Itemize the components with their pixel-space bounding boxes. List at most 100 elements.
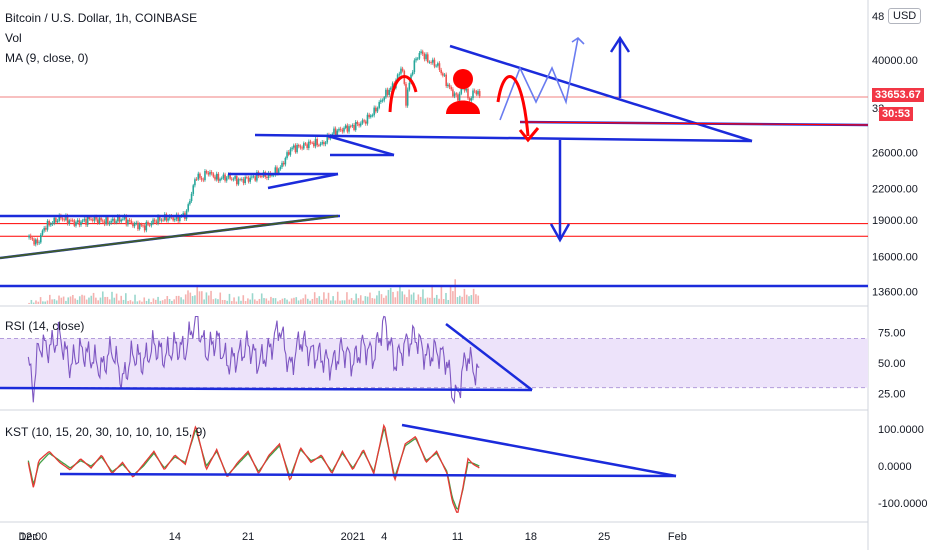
candle-body	[344, 125, 347, 128]
candle-body	[375, 107, 377, 112]
candle-body	[426, 54, 429, 63]
volume-bar	[470, 295, 473, 304]
candle-body	[274, 167, 277, 175]
candle-body	[147, 221, 149, 225]
volume-bar	[145, 300, 148, 304]
volume-indicator-label[interactable]: Vol	[5, 31, 22, 45]
candle-body	[354, 122, 357, 130]
candle-body	[122, 218, 124, 220]
candle-body	[339, 128, 342, 130]
volume-bar	[378, 290, 380, 304]
candle-body	[120, 219, 123, 222]
volume-bar	[39, 297, 42, 304]
volume-bar	[168, 299, 171, 304]
candle-body	[460, 88, 463, 94]
candle-body	[150, 222, 153, 226]
candle-body	[125, 215, 128, 225]
candle-body	[70, 220, 72, 222]
candle-body	[447, 84, 449, 87]
candle-body	[138, 224, 141, 230]
candle-body	[472, 90, 474, 99]
ascending-trendline	[0, 215, 339, 259]
candle-body	[76, 220, 79, 223]
price-tick-label: 26000.00	[872, 147, 918, 159]
volume-bar	[136, 301, 139, 304]
ma-indicator-label[interactable]: MA (9, close, 0)	[5, 51, 89, 65]
volume-bar	[290, 298, 293, 304]
volume-bar	[293, 297, 295, 304]
right-shoulder-arc	[496, 75, 530, 137]
volume-bar	[343, 300, 346, 304]
rsi-indicator-label[interactable]: RSI (14, close)	[5, 319, 85, 333]
volume-bar	[477, 295, 480, 304]
volume-bar	[171, 300, 173, 304]
candle-body	[363, 120, 365, 122]
volume-bar	[313, 292, 316, 304]
candle-body	[91, 219, 94, 221]
volume-bar	[217, 299, 219, 304]
volume-bar	[249, 299, 251, 304]
volume-bar	[385, 295, 387, 304]
volume-bar	[346, 292, 348, 304]
candle-body	[130, 220, 133, 224]
candle-body	[291, 147, 293, 150]
volume-bar	[258, 298, 261, 304]
candle-body	[66, 215, 69, 224]
x-tick-label: 12:00	[20, 531, 48, 543]
symbol-title[interactable]: Bitcoin / U.S. Dollar, 1h, COINBASE	[5, 11, 198, 25]
volume-bar	[392, 291, 394, 304]
volume-bar	[283, 298, 286, 304]
projection-arrow-head	[571, 36, 585, 45]
volume-bar	[235, 301, 238, 304]
volume-bar	[279, 300, 281, 304]
volume-bar	[175, 295, 178, 304]
volume-bar	[408, 289, 410, 304]
volume-bar	[51, 299, 53, 304]
volume-bar	[65, 300, 67, 304]
price-tick-label: 40000.00	[872, 55, 918, 67]
candle-body	[308, 141, 310, 149]
volume-bar	[396, 291, 399, 304]
candle-body	[235, 176, 238, 185]
currency-button[interactable]: USD	[888, 8, 922, 24]
rsi-tick-label: 75.00	[878, 327, 906, 339]
volume-bar	[127, 301, 129, 304]
candle-body	[241, 179, 243, 181]
volume-bar	[194, 295, 196, 304]
volume-bar	[277, 301, 279, 304]
volume-bar	[447, 299, 450, 304]
candle-body	[135, 222, 138, 224]
volume-bar	[311, 298, 314, 304]
candle-body	[304, 143, 307, 145]
candle-body	[90, 219, 92, 220]
candle-body	[413, 60, 416, 73]
candle-body	[185, 210, 188, 219]
left-shoulder-arc	[388, 75, 418, 113]
candle-body	[371, 115, 374, 117]
volume-bar	[69, 296, 72, 304]
candle-body	[205, 170, 208, 173]
volume-bar	[210, 290, 212, 304]
candle-body	[440, 69, 442, 74]
candle-body	[140, 224, 143, 226]
kst-tick-label: 0.0000	[878, 461, 912, 473]
neckline-trendline	[254, 133, 753, 143]
volume-bar	[260, 293, 263, 304]
volume-bar	[316, 297, 318, 304]
candle-body	[385, 89, 387, 98]
price-tick-label: 48	[872, 11, 884, 23]
candle-body	[333, 128, 335, 134]
candle-body	[36, 239, 39, 244]
candle-body	[271, 175, 273, 177]
candle-body	[81, 220, 84, 222]
price-tick-label: 22000.00	[872, 183, 918, 195]
candle-body	[155, 221, 158, 224]
projection-zigzag	[499, 37, 579, 121]
volume-bar	[362, 300, 364, 304]
candle-body	[254, 176, 257, 181]
kst-indicator-label[interactable]: KST (10, 15, 20, 30, 10, 10, 10, 15, 9)	[5, 425, 207, 439]
volume-bar	[380, 294, 383, 304]
candle-body	[428, 61, 431, 63]
candle-body	[346, 125, 349, 132]
